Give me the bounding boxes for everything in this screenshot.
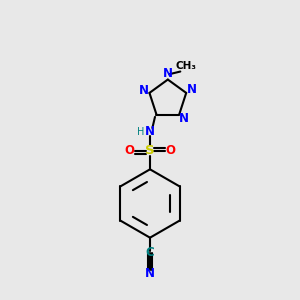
Text: O: O <box>166 144 176 158</box>
Text: N: N <box>178 112 189 124</box>
Text: S: S <box>145 144 155 158</box>
Text: H: H <box>137 127 144 136</box>
Text: N: N <box>139 84 149 97</box>
Text: N: N <box>163 67 173 80</box>
Text: CH₃: CH₃ <box>176 61 197 71</box>
Text: N: N <box>145 267 155 280</box>
Text: C: C <box>146 246 154 259</box>
Text: O: O <box>124 144 134 158</box>
Text: N: N <box>187 83 197 96</box>
Text: N: N <box>145 125 155 138</box>
